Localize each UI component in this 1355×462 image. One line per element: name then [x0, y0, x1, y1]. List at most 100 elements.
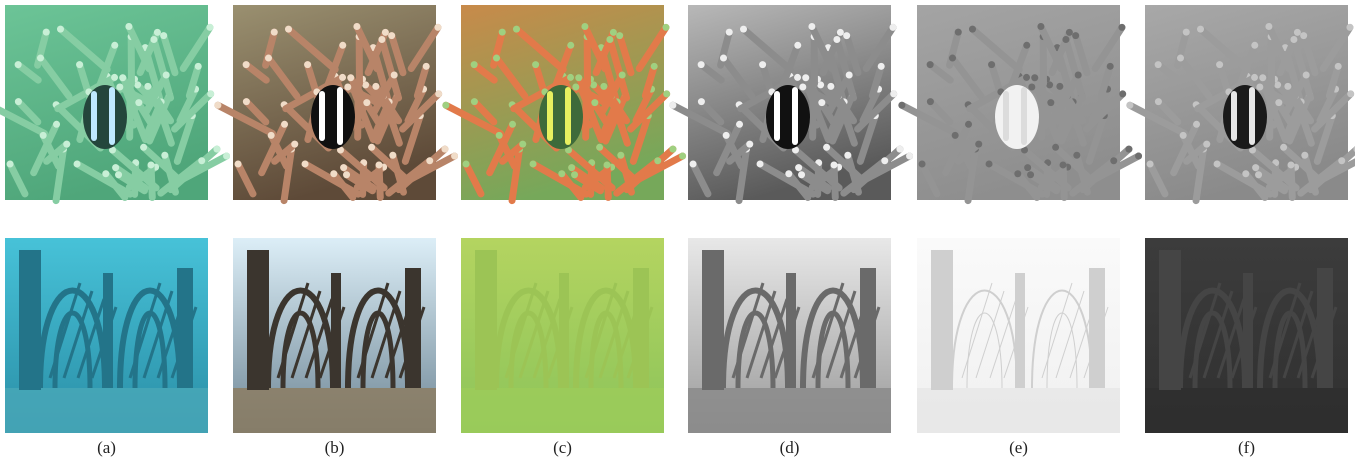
pillar: [1317, 268, 1333, 388]
tentacle-tip: [651, 63, 658, 70]
anemone-image: [0, 5, 230, 201]
tentacle-tip: [1023, 42, 1030, 49]
tentacle-tip: [43, 29, 50, 36]
tentacle-tip: [1155, 61, 1162, 68]
tentacle-tip: [1301, 152, 1308, 159]
tentacle-tip: [471, 61, 478, 68]
pillar: [405, 268, 421, 388]
fish-stripe: [319, 91, 325, 141]
tentacle-tip: [581, 23, 588, 30]
tentacle-tip: [389, 152, 396, 159]
tentacle: [1291, 165, 1292, 197]
tentacle-tip: [144, 83, 151, 90]
tentacle-tip: [343, 171, 350, 178]
fish-stripe: [1249, 87, 1255, 145]
tentacle-tip: [975, 141, 982, 148]
figure: (a)(b)(c)(d)(e)(f): [0, 0, 1355, 462]
tentacle-tip: [353, 23, 360, 30]
floor: [233, 388, 436, 433]
tentacle-tip: [1014, 170, 1021, 177]
tentacle-tip: [198, 157, 205, 164]
tentacle-tip: [1275, 99, 1282, 106]
tentacle-tip: [1155, 98, 1162, 105]
tentacle-tip: [1135, 153, 1142, 160]
tentacle-tip: [53, 121, 60, 128]
tentacle-tip: [572, 84, 579, 91]
tentacle-tip: [1203, 141, 1210, 148]
fish-stripe: [774, 91, 780, 141]
tentacle-tip: [509, 121, 516, 128]
tentacle-tip: [116, 84, 123, 91]
tentacle-tip: [986, 160, 993, 167]
anemone-image: [214, 5, 458, 201]
fish-stripe: [547, 91, 553, 141]
tentacle-tip: [76, 61, 83, 68]
tentacle-tip: [1346, 24, 1353, 31]
tentacle-tip: [268, 132, 275, 139]
tentacle-tip: [15, 61, 22, 68]
tentacle-tip: [1193, 121, 1200, 128]
tentacle-tip: [1052, 144, 1059, 151]
tentacle-tip: [610, 29, 617, 36]
tentacle-tip: [949, 55, 956, 62]
panel-label: (e): [1009, 438, 1028, 457]
fish-stripe: [565, 87, 571, 145]
panels: [0, 5, 1355, 433]
tentacle-tip: [111, 74, 118, 81]
tentacle-tip: [896, 146, 903, 153]
tentacle-tip: [441, 146, 448, 153]
tentacle-tip: [1110, 157, 1117, 164]
tentacle-tip: [878, 63, 885, 70]
tentacle-tip: [1047, 99, 1054, 106]
tentacle-tip: [382, 29, 389, 36]
tentacle-tip: [802, 74, 809, 81]
fish-stripe: [1231, 91, 1237, 141]
tentacle-tip: [1294, 29, 1301, 36]
tentacle-tip: [1338, 157, 1345, 164]
tentacle-tip: [889, 24, 896, 31]
pillar: [1089, 268, 1105, 388]
tentacle-tip: [363, 99, 370, 106]
tentacle-tip: [330, 170, 337, 177]
tentacle-tip: [434, 24, 441, 31]
tentacle-tip: [567, 74, 574, 81]
gate-image: [1145, 238, 1348, 433]
fish-stripe: [91, 91, 97, 141]
tentacle-tip: [955, 29, 962, 36]
tentacle-tip: [1303, 72, 1310, 79]
fish-stripe: [1003, 91, 1009, 141]
tentacle-tip: [1056, 83, 1063, 90]
gate-image: [5, 238, 208, 433]
tentacle-tip: [906, 153, 913, 160]
tentacle-tip: [499, 29, 506, 36]
tentacle-tip: [347, 74, 354, 81]
tentacle-tip: [102, 170, 109, 177]
pillar: [633, 268, 649, 388]
tentacle-tip: [698, 61, 705, 68]
gate-image: [917, 238, 1120, 433]
tentacle-tip: [513, 26, 520, 33]
tentacle-tip: [1255, 171, 1262, 178]
tentacle-tip: [15, 98, 22, 105]
tentacle-tip: [376, 161, 383, 168]
tentacle-tip: [1119, 90, 1126, 97]
floor: [5, 388, 208, 433]
tentacle-tip: [150, 36, 157, 43]
tentacle-tip: [736, 121, 743, 128]
tentacle-tip: [135, 99, 142, 106]
tentacle-tip: [604, 161, 611, 168]
tentacle-tip: [723, 132, 730, 139]
gate-image: [688, 238, 891, 433]
fish: [311, 85, 355, 149]
tentacle-tip: [808, 23, 815, 30]
tentacle-tip: [846, 72, 853, 79]
tentacle-tip: [568, 164, 575, 171]
tentacle-tip: [1024, 164, 1031, 171]
tentacle-tip: [669, 102, 676, 109]
tentacle-tip: [339, 74, 346, 81]
tentacle-tip: [575, 74, 582, 81]
floor: [1145, 388, 1348, 433]
tentacle-tip: [291, 141, 298, 148]
tentacle-tip: [965, 121, 972, 128]
tentacle: [1063, 165, 1064, 197]
